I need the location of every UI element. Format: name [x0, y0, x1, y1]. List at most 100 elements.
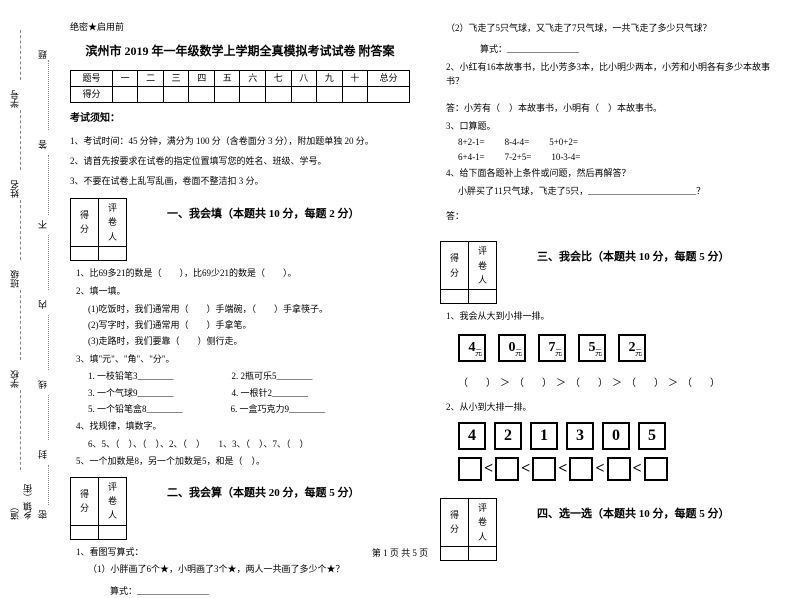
card-sub: 元 — [635, 348, 642, 359]
sort-num: 3 — [566, 422, 594, 450]
q1-4: 4、找规律，填数字。 — [76, 419, 410, 433]
td[interactable] — [214, 86, 240, 102]
grader-cell: 得分 — [441, 242, 469, 290]
lt-icon: < — [484, 456, 493, 482]
th: 二 — [138, 70, 164, 86]
grader-cell: 评卷人 — [469, 242, 497, 290]
answer-box[interactable] — [607, 457, 631, 481]
grader-blank[interactable] — [469, 290, 497, 304]
label-number: 学号 — [8, 90, 21, 108]
label-class: 班级 — [8, 270, 21, 288]
money-card: 0元 — [498, 334, 526, 362]
q2-1b: 算式：________________ — [110, 584, 410, 598]
calc: 5+0+2= — [549, 135, 578, 149]
td[interactable] — [342, 86, 368, 102]
grader-blank[interactable] — [99, 525, 127, 539]
section-2-row: 得分评卷人 二、我会算（本题共 20 分，每题 5 分） — [70, 471, 410, 543]
lt-icon: < — [558, 456, 567, 482]
th: 七 — [265, 70, 291, 86]
margin-line — [20, 30, 21, 80]
answer-box[interactable] — [458, 457, 482, 481]
seal-line — [48, 60, 49, 130]
lt-icon: < — [521, 456, 530, 482]
seal-line — [48, 235, 49, 290]
section-1-row: 得分评卷人 一、我会填（本题共 10 分，每题 2 分） — [70, 192, 410, 264]
q1-3-row: 1. 一枝铅笔3________ 2. 2瓶可乐5________ — [70, 368, 410, 384]
seal-text: 封 — [36, 450, 49, 459]
grader-blank[interactable] — [99, 246, 127, 260]
q1-4a: 6、5、（ ）、（ ）、2、（ ） 1、3、（ ）、7、（ ） — [88, 437, 410, 451]
q3-2: 2、从小到大排一排。 — [446, 400, 780, 414]
notice-heading: 考试须知： — [70, 111, 410, 127]
grader-blank[interactable] — [441, 290, 469, 304]
calc-row: 8+2-1= 8-4-4= 5+0+2= — [458, 135, 780, 149]
answer-box[interactable] — [495, 457, 519, 481]
binding-margin: 乡镇（街道） 学校 班级 姓名 学号 题 答 不 内 线 封 密 — [8, 30, 58, 520]
calc: 8+2-1= — [458, 135, 485, 149]
grader-cell: 得分 — [71, 198, 99, 246]
seal-text: 不 — [36, 220, 49, 229]
secret-label: 绝密★启用前 — [70, 20, 410, 34]
answer-box[interactable] — [532, 457, 556, 481]
card-row: 4元 0元 7元 5元 2元 — [458, 334, 780, 362]
td[interactable] — [163, 86, 189, 102]
q1-3f: 6. 一盒巧克力9________ — [231, 402, 326, 416]
td[interactable] — [291, 86, 317, 102]
lt-icon: < — [595, 456, 604, 482]
score-head-row: 题号 一 二 三 四 五 六 七 八 九 十 总分 — [71, 70, 410, 86]
td[interactable] — [189, 86, 215, 102]
q1-2c: (3)走路时，我们要靠（ ）侧行走。 — [88, 334, 410, 348]
td[interactable] — [240, 86, 266, 102]
td[interactable] — [112, 86, 138, 102]
score-table: 题号 一 二 三 四 五 六 七 八 九 十 总分 得分 — [70, 70, 410, 103]
margin-line — [20, 390, 21, 470]
answer-box[interactable] — [644, 457, 668, 481]
calc: 6+4-1= — [458, 150, 485, 164]
th: 总分 — [368, 70, 410, 86]
seal-text: 线 — [36, 380, 49, 389]
margin-line — [20, 290, 21, 360]
section-1-head: 一、我会填（本题共 10 分，每题 2 分） — [167, 206, 360, 224]
q3-1: 1、我会从大到小排一排。 — [446, 309, 780, 323]
compare-row: （ ）＞（ ）＞（ ）＞（ ）＞（ ） — [458, 376, 780, 392]
grader-blank[interactable] — [71, 246, 99, 260]
q1-2: 2、填一填。 — [76, 284, 410, 298]
label-township: 乡镇（街道） — [8, 480, 34, 520]
notice-item: 2、请首先按要求在试卷的指定位置填写您的姓名、班级、学号。 — [70, 154, 410, 168]
sort-num: 5 — [638, 422, 666, 450]
lt-icon: < — [633, 456, 642, 482]
sort-num: 2 — [494, 422, 522, 450]
content-columns: 绝密★启用前 滨州市 2019 年一年级数学上学期全真模拟考试试卷 附答案 题号… — [70, 20, 780, 525]
score-value-row: 得分 — [71, 86, 410, 102]
page-footer: 第 1 页 共 5 页 — [0, 546, 800, 559]
card-sub: 元 — [475, 348, 482, 359]
td[interactable] — [368, 86, 410, 102]
q1-2a: (1)吃饭时，我们通常用（ ）手端碗，（ ）手拿筷子。 — [88, 302, 410, 316]
q2-2b: 算式：________________ — [480, 42, 780, 56]
td[interactable] — [317, 86, 343, 102]
calc: 8-4-4= — [505, 135, 530, 149]
th: 三 — [163, 70, 189, 86]
td[interactable] — [138, 86, 164, 102]
td[interactable] — [265, 86, 291, 102]
notice-item: 3、不要在试卷上乱写乱画，卷面不整洁扣 3 分。 — [70, 174, 410, 188]
margin-line — [20, 110, 21, 170]
th: 一 — [112, 70, 138, 86]
q2-4b: 答： — [446, 209, 780, 223]
q2-2: 2、小红有16本故事书，比小芳多3本，比小明少两本，小芳和小明各有多少本故事书？ — [446, 60, 780, 89]
card-sub: 元 — [595, 348, 602, 359]
q1-3b: 2. 2瓶可乐5________ — [232, 369, 313, 383]
q1-5: 5、一个加数是8，另一个加数是5，和是（ ）。 — [76, 454, 410, 468]
q1-1: 1、比69多21的数是（ ），比69少21的数是（ ）。 — [76, 266, 410, 280]
q2-4a: 小胖买了11只气球，飞走了5只，________________________… — [458, 184, 780, 198]
money-card: 5元 — [578, 334, 606, 362]
grader-blank[interactable] — [71, 525, 99, 539]
money-card: 7元 — [538, 334, 566, 362]
q1-3a: 1. 一枝铅笔3________ — [88, 369, 174, 383]
seal-text: 内 — [36, 300, 49, 309]
answer-box[interactable] — [569, 457, 593, 481]
card-sub: 元 — [555, 348, 562, 359]
calc: 10-3-4= — [551, 150, 580, 164]
grader-box: 得分评卷人 — [440, 241, 497, 304]
sort-num: 4 — [458, 422, 486, 450]
